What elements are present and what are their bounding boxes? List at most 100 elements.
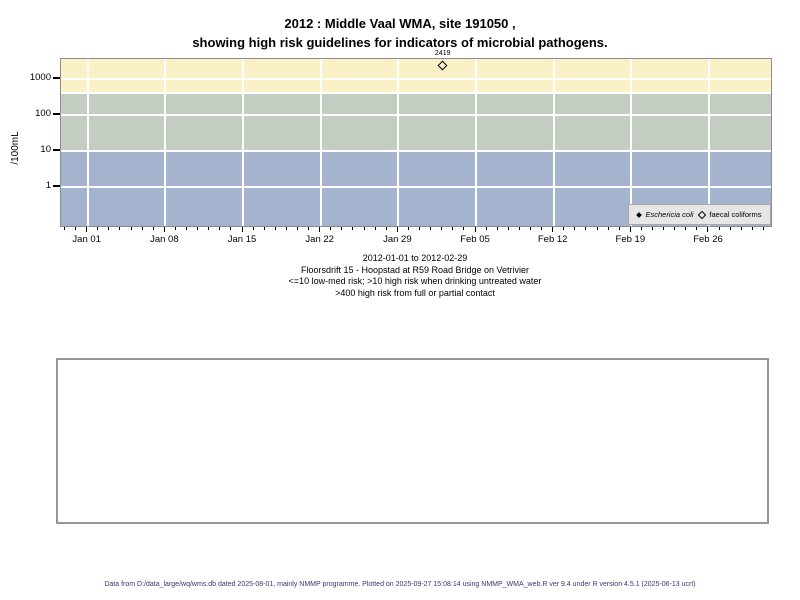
x-minor-tick: [186, 226, 188, 230]
y-tick-label-1: 1: [45, 180, 51, 191]
v-gridline-Jan-01: [86, 59, 89, 226]
y-tick-label-10: 10: [40, 144, 51, 155]
x-minor-tick: [219, 226, 221, 230]
x-tick-label-Feb-12: Feb 12: [537, 234, 568, 245]
x-minor-tick: [296, 226, 298, 230]
x-minor-tick: [97, 226, 99, 230]
x-minor-tick: [308, 226, 310, 230]
y-tick-1: [53, 185, 60, 187]
h-gridline-1: [61, 186, 771, 188]
x-minor-tick: [485, 226, 487, 230]
x-tick-label-Feb-19: Feb 19: [615, 234, 646, 245]
v-gridline-Jan-22: [319, 59, 322, 226]
y-tick-1000: [53, 77, 60, 79]
chart-legend: Eschericia coli faecal coliforms: [628, 204, 771, 225]
chart-title-line2: showing high risk guidelines for indicat…: [192, 35, 608, 50]
y-tick-label-100: 100: [35, 108, 51, 119]
x-minor-tick: [574, 226, 576, 230]
h-gridline-400: [61, 92, 771, 95]
x-minor-tick: [441, 226, 443, 230]
x-minor-tick: [208, 226, 210, 230]
x-minor-tick: [607, 226, 609, 230]
x-major-tick: [474, 226, 476, 232]
v-gridline-Feb-26: [707, 59, 710, 226]
subtitle-risk-note-drinking: <=10 low-med risk; >10 high risk when dr…: [288, 276, 542, 286]
legend-label-ecoli: Eschericia coli: [645, 210, 694, 219]
h-gridline-100: [61, 114, 771, 116]
x-minor-tick: [663, 226, 665, 230]
x-minor-tick: [596, 226, 598, 230]
x-minor-tick: [141, 226, 143, 230]
band-high-risk-drinking: [61, 93, 771, 151]
x-minor-tick: [541, 226, 543, 230]
band-high-risk-contact: [61, 59, 771, 94]
x-minor-tick: [108, 226, 110, 230]
x-minor-tick: [718, 226, 720, 230]
v-gridline-Feb-05: [475, 59, 477, 226]
x-tick-label-Jan-08: Jan 08: [150, 234, 179, 245]
y-axis-title: /100mL: [9, 131, 21, 165]
x-minor-tick: [197, 226, 199, 230]
x-minor-tick: [352, 226, 354, 230]
x-minor-tick: [363, 226, 365, 230]
x-minor-tick: [652, 226, 654, 230]
x-minor-tick: [496, 226, 498, 230]
x-minor-tick: [618, 226, 620, 230]
x-minor-tick: [252, 226, 254, 230]
x-minor-tick: [75, 226, 77, 230]
x-tick-label-Jan-22: Jan 22: [305, 234, 334, 245]
x-minor-tick: [274, 226, 276, 230]
x-tick-label-Feb-26: Feb 26: [693, 234, 723, 245]
x-minor-tick: [174, 226, 176, 230]
x-minor-tick: [685, 226, 687, 230]
x-tick-label-Feb-05: Feb 05: [460, 234, 490, 245]
x-minor-tick: [330, 226, 332, 230]
x-minor-tick: [518, 226, 520, 230]
x-minor-tick: [674, 226, 676, 230]
v-gridline-Feb-12: [552, 59, 555, 226]
x-major-tick: [319, 226, 321, 232]
x-minor-tick: [452, 226, 454, 230]
footer-provenance: Data from D:/data_large/wq/wms.db dated …: [104, 581, 696, 588]
x-major-tick: [163, 226, 165, 232]
x-tick-label-Jan-01: Jan 01: [72, 234, 101, 245]
chart-title-line1: 2012 : Middle Vaal WMA, site 191050 ,: [284, 16, 516, 31]
h-gridline-10: [61, 150, 771, 152]
x-tick-label-Jan-29: Jan 29: [383, 234, 412, 245]
x-major-tick: [241, 226, 243, 232]
x-major-tick: [86, 226, 88, 232]
v-gridline-Feb-19: [630, 59, 633, 226]
x-major-tick: [707, 226, 709, 232]
x-minor-tick: [385, 226, 387, 230]
open-diamond-icon: [698, 210, 707, 219]
x-minor-tick: [119, 226, 121, 230]
v-gridline-Jan-08: [164, 59, 167, 226]
subtitle-date-range: 2012-01-01 to 2012-02-29: [362, 253, 468, 263]
subtitle-site-description: Floorsdrift 15 - Hoopstad at R59 Road Br…: [300, 264, 530, 275]
x-minor-tick: [285, 226, 287, 230]
legend-entry-faecal-coliforms: faecal coliforms: [698, 210, 762, 219]
chart-title: 2012 : Middle Vaal WMA, site 191050 , sh…: [0, 14, 800, 52]
filled-diamond-icon: [636, 211, 643, 218]
h-gridline-1000: [61, 78, 771, 80]
x-minor-tick: [751, 226, 753, 230]
x-minor-tick: [507, 226, 509, 230]
x-minor-tick: [230, 226, 232, 230]
x-minor-tick: [585, 226, 587, 230]
data-point-label: 2419: [434, 50, 451, 58]
x-minor-tick: [463, 226, 465, 230]
subtitle-risk-note-contact: >400 high risk from full or partial cont…: [335, 287, 495, 298]
chart-subtitle: 2012-01-01 to 2012-02-29 Floorsdrift 15 …: [60, 253, 770, 299]
x-major-tick: [629, 226, 631, 232]
legend-entry-ecoli: Eschericia coli: [636, 210, 694, 219]
x-major-tick: [396, 226, 398, 232]
x-minor-tick: [563, 226, 565, 230]
x-minor-tick: [419, 226, 421, 230]
x-minor-tick: [374, 226, 376, 230]
x-minor-tick: [430, 226, 432, 230]
x-minor-tick: [740, 226, 742, 230]
x-minor-tick: [263, 226, 265, 230]
x-minor-tick: [729, 226, 731, 230]
v-gridline-Jan-15: [242, 59, 245, 226]
